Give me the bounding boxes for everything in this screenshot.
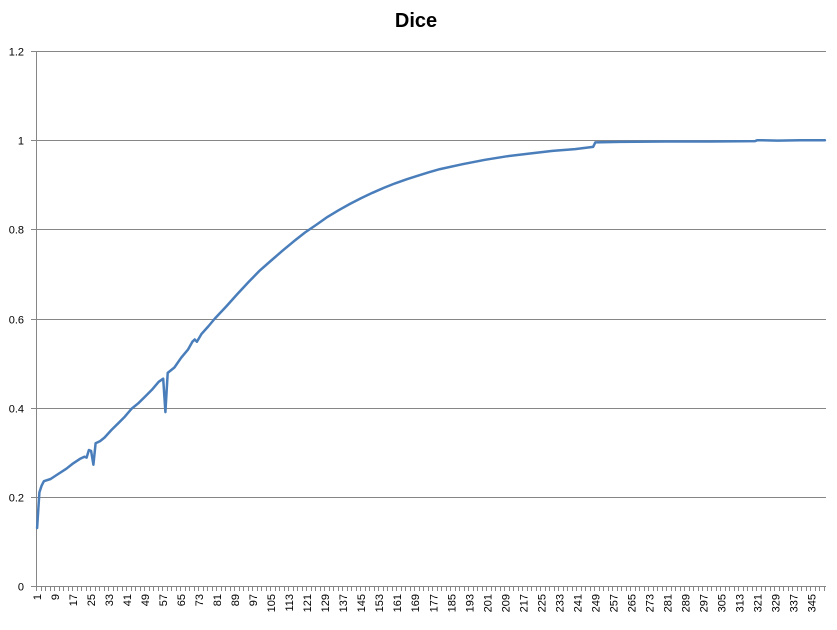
x-tick-label: 201	[482, 594, 494, 612]
x-tick-label: 249	[590, 594, 602, 612]
series-line	[35, 138, 827, 530]
x-tick-label: 97	[248, 594, 260, 606]
x-tick-label: 241	[572, 594, 584, 612]
series-layer	[35, 138, 827, 530]
y-tick-label: 0	[18, 582, 24, 594]
x-tick-label: 25	[86, 594, 98, 606]
y-tick-labels: 0 0.2 0.4 0.6 0.8 1 1.2	[9, 47, 24, 594]
y-tick-label: 1.2	[9, 47, 24, 59]
y-tick-label: 0.6	[9, 315, 24, 327]
y-tick-label: 0.4	[9, 404, 24, 416]
x-tick-label: 225	[536, 594, 548, 612]
x-tick-label: 281	[662, 594, 674, 612]
axes	[36, 51, 826, 591]
x-tick-label: 313	[734, 594, 746, 612]
y-tick-label: 0.8	[9, 225, 24, 237]
x-tick-label: 89	[230, 594, 242, 606]
x-tick-label: 153	[374, 594, 386, 612]
x-tick-label: 217	[518, 594, 530, 612]
y-tick-label: 0.2	[9, 493, 24, 505]
x-tick-label: 297	[698, 594, 710, 612]
x-tick-label: 137	[338, 594, 350, 612]
x-tick-label: 169	[410, 594, 422, 612]
x-tick-label: 345	[806, 594, 818, 612]
x-tick-label: 265	[626, 594, 638, 612]
x-tick-label: 193	[464, 594, 476, 612]
x-tick-label: 57	[158, 594, 170, 606]
x-tick-label: 41	[122, 594, 134, 606]
x-tick-label: 105	[266, 594, 278, 612]
x-tick-label: 81	[212, 594, 224, 606]
x-tick-label: 73	[194, 594, 206, 606]
x-tick-label: 233	[554, 594, 566, 612]
x-tick-labels: 1 9 17 25 33 41 49 57 65 73 81 89 97 105 113 121 129 137 1…	[32, 594, 818, 612]
x-tick-label: 33	[104, 594, 116, 606]
x-tick-label: 161	[392, 594, 404, 612]
x-tick-label: 49	[140, 594, 152, 606]
x-tick-label: 321	[752, 594, 764, 612]
x-tick-label: 209	[500, 594, 512, 612]
x-tick-label: 9	[50, 594, 62, 600]
x-tick-label: 177	[428, 594, 440, 612]
x-tick-label: 289	[680, 594, 692, 612]
x-tick-label: 121	[302, 594, 314, 612]
x-tick-label: 257	[608, 594, 620, 612]
y-tick-label: 1	[18, 136, 24, 148]
x-tick-label: 113	[284, 594, 296, 612]
x-tick-label: 185	[446, 594, 458, 612]
x-tick-label: 129	[320, 594, 332, 612]
x-tick-label: 329	[770, 594, 782, 612]
x-tick-marks	[36, 586, 825, 591]
x-tick-label: 305	[716, 594, 728, 612]
x-tick-label: 145	[356, 594, 368, 612]
x-tick-label: 273	[644, 594, 656, 612]
x-tick-label: 17	[68, 594, 80, 606]
gridlines	[31, 51, 826, 587]
x-tick-label: 337	[788, 594, 800, 612]
x-tick-label: 1	[32, 594, 44, 600]
x-tick-label: 65	[176, 594, 188, 606]
chart-title: Dice	[395, 10, 437, 32]
